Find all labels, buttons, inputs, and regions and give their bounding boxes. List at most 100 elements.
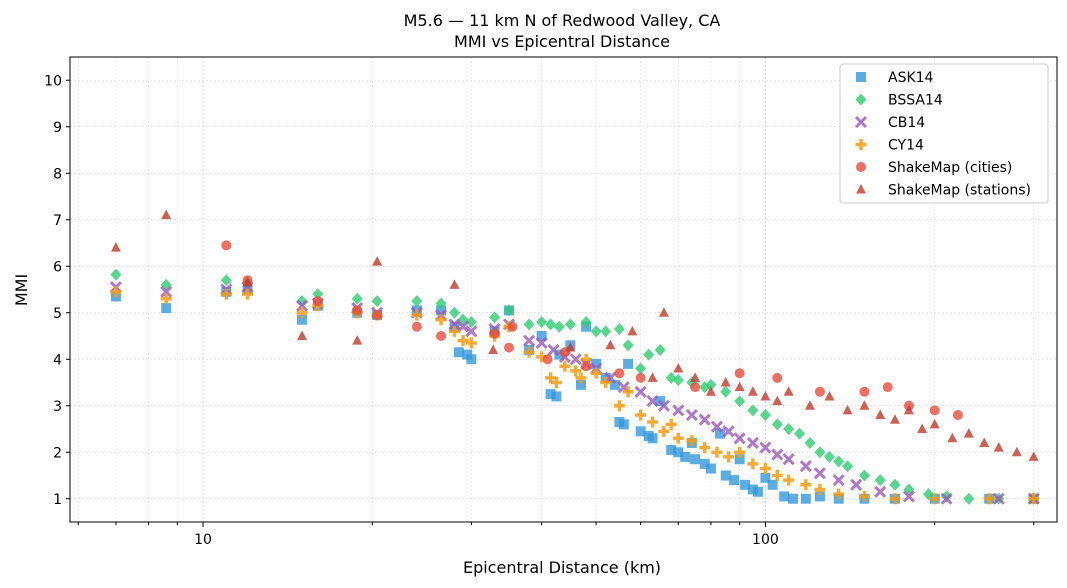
data-point (221, 240, 232, 251)
data-point (220, 288, 232, 300)
data-point (983, 493, 995, 505)
data-point (698, 413, 711, 426)
data-point (902, 490, 916, 503)
data-point (804, 436, 816, 449)
data-point (547, 343, 560, 357)
data-point (929, 418, 940, 429)
data-point (992, 492, 1005, 505)
data-point (889, 478, 901, 491)
data-point (947, 432, 958, 443)
data-point (411, 321, 422, 332)
data-point (565, 342, 576, 352)
data-point (658, 307, 669, 317)
data-point (814, 446, 826, 459)
data-point (436, 305, 447, 316)
series-2 (109, 281, 1040, 505)
data-point (550, 377, 562, 388)
data-point (503, 304, 515, 317)
data-point (657, 399, 670, 412)
chart-title: M5.6 — 11 km N of Redwood Valley, CA (404, 11, 721, 30)
data-point (580, 316, 592, 329)
data-point (858, 469, 870, 482)
data-point (711, 446, 723, 458)
legend-frame (839, 63, 1049, 204)
data-point (372, 256, 383, 266)
data-point (666, 444, 677, 455)
data-point (161, 303, 172, 314)
data-point (613, 323, 625, 336)
data-point (783, 386, 794, 396)
data-point (564, 318, 576, 331)
data-point (733, 432, 746, 445)
data-point (523, 346, 535, 358)
legend: ASK14 BSSA14 CB14 CY14 ShakeMap (cities) Shak… (839, 63, 1049, 204)
data-point (647, 372, 658, 382)
data-point (613, 400, 625, 412)
data-point (782, 453, 795, 466)
data-point (705, 378, 717, 391)
data-point (814, 483, 826, 495)
data-point (752, 486, 763, 497)
data-point (814, 386, 825, 397)
legend-marker (855, 93, 867, 106)
data-point (1028, 451, 1039, 461)
data-point (536, 331, 547, 341)
data-point (559, 360, 571, 372)
data-point (654, 343, 666, 356)
data-point (783, 423, 795, 435)
data-point (1011, 446, 1022, 457)
data-point (658, 425, 670, 437)
data-point (622, 339, 634, 352)
data-point (352, 335, 363, 345)
data-point (453, 347, 464, 358)
y-tick-label: 6 (53, 259, 62, 275)
legend-label: CB14 (888, 115, 925, 131)
data-point (929, 493, 941, 505)
data-point (542, 354, 553, 365)
y-tick-label: 1 (53, 492, 62, 508)
data-point (590, 367, 602, 379)
data-point (242, 277, 253, 287)
data-point (882, 382, 893, 393)
data-point (850, 478, 863, 491)
data-point (576, 379, 587, 390)
data-point (794, 427, 806, 440)
data-point (993, 442, 1004, 452)
data-point (523, 318, 535, 331)
data-point (411, 309, 423, 321)
data-point (449, 279, 460, 289)
data-point (963, 492, 975, 505)
data-point (535, 336, 548, 350)
data-point (372, 310, 383, 321)
data-point (569, 353, 582, 366)
data-point (296, 299, 309, 312)
data-point (581, 361, 592, 372)
data-point (673, 363, 684, 373)
data-point (832, 474, 845, 487)
data-point (436, 331, 447, 341)
y-tick-label: 9 (53, 120, 62, 136)
data-point (643, 348, 655, 361)
data-point (297, 314, 308, 325)
data-point (963, 428, 974, 438)
data-point (605, 339, 616, 350)
data-point (680, 451, 691, 462)
data-point (160, 293, 172, 305)
legend-label: BSSA14 (888, 93, 943, 109)
data-point (772, 372, 783, 383)
data-point (600, 377, 612, 388)
data-point (690, 372, 701, 382)
data-point (788, 493, 799, 504)
data-point (352, 305, 363, 316)
data-point (723, 451, 735, 463)
data-point (635, 372, 646, 383)
legend-label: CY14 (888, 138, 924, 154)
data-point (814, 491, 825, 502)
data-point (705, 386, 716, 396)
data-point (734, 454, 745, 465)
data-point (747, 386, 758, 396)
data-point (672, 404, 685, 417)
data-point (833, 455, 845, 468)
series-1 (110, 268, 1040, 505)
